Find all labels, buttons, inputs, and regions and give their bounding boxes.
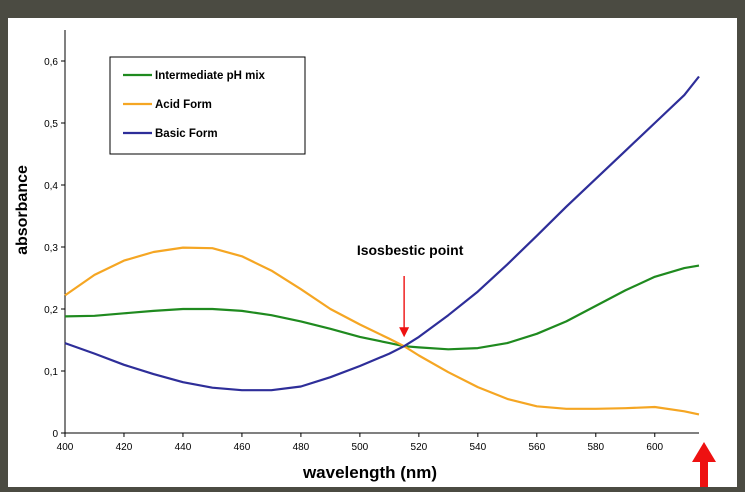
x-tick-label: 500 [352,442,369,453]
series-line-acid-form [64,246,700,416]
x-tick-label: 460 [234,442,251,453]
legend-label: Acid Form [155,99,212,111]
x-tick-label: 560 [528,442,545,453]
y-tick-label: 0 [52,429,58,440]
axes: 0 0,1 0,2 0,3 0,4 0,5 0,6 400 420 440 460 480 500 520… [44,30,699,453]
x-tick-label: 440 [175,442,192,453]
x-axis-title: wavelength (nm) [302,463,437,482]
y-tick-label: 0,5 [44,119,58,130]
annotation-arrow-head [399,327,410,338]
legend-label: Intermediate pH mix [155,70,266,82]
y-tick-label: 0,4 [44,181,58,192]
y-axis-title: absorbance [14,165,31,255]
legend: Intermediate pH mix Acid Form Basic Form [109,56,306,155]
x-tick-label: 520 [411,442,428,453]
annotation-group: Isosbestic point [357,242,464,338]
legend-box [109,56,306,155]
y-tick-label: 0,2 [44,305,58,316]
x-tick-label: 580 [587,442,604,453]
x-tick-label: 540 [469,442,486,453]
series-lines [64,75,700,416]
legend-label: Basic Form [155,128,218,140]
series-line-basic-form [64,75,700,392]
series-line-intermediate-ph-mix [64,264,700,351]
red-up-arrow-icon [692,442,716,487]
x-tick-label: 400 [57,442,74,453]
annotation-label: Isosbestic point [357,242,464,258]
y-tick-label: 0,6 [44,57,58,68]
y-tick-label: 0,1 [44,367,58,378]
x-tick-label: 420 [116,442,133,453]
x-tick-label: 480 [293,442,310,453]
y-tick-label: 0,3 [44,243,58,254]
x-tick-label: 600 [646,442,663,453]
